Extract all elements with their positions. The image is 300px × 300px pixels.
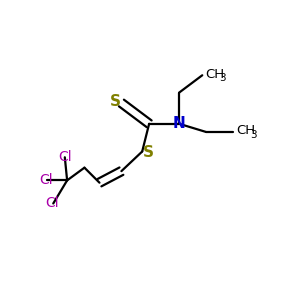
Text: 3: 3 [219, 73, 226, 83]
Text: S: S [142, 145, 154, 160]
Text: N: N [173, 116, 185, 131]
Text: 3: 3 [250, 130, 257, 140]
Text: Cl: Cl [58, 150, 72, 164]
Text: S: S [110, 94, 121, 109]
Text: Cl: Cl [45, 196, 59, 210]
Text: CH: CH [205, 68, 224, 81]
Text: CH: CH [236, 124, 255, 137]
Text: Cl: Cl [39, 173, 52, 187]
